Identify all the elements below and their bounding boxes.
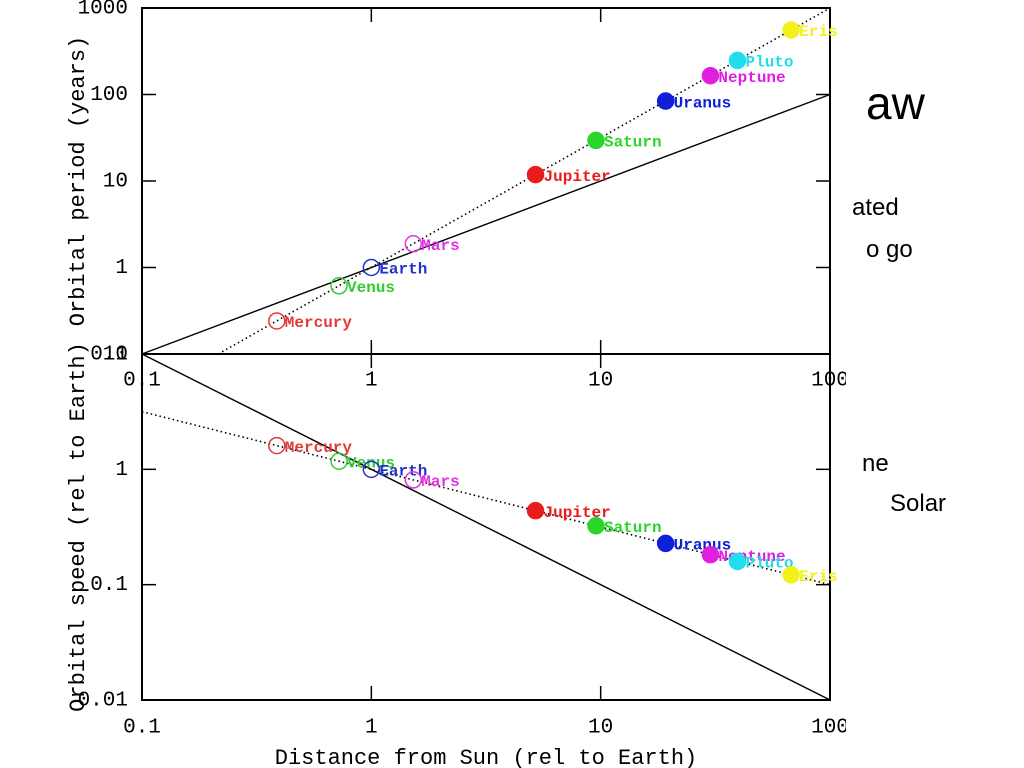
slide-title-fragment: aw xyxy=(866,77,925,129)
planet-point xyxy=(330,452,348,470)
planet-point xyxy=(782,21,800,39)
x-tick-label: 1 xyxy=(365,370,378,393)
planet-label: Venus xyxy=(347,279,395,297)
planet-point xyxy=(362,460,381,479)
planet-label: Eris xyxy=(799,568,837,586)
model-line xyxy=(141,93,831,355)
x-tick-label: 100 xyxy=(811,717,846,740)
model-line xyxy=(141,410,831,586)
planet-point xyxy=(330,277,348,295)
y-tick-label: 10 xyxy=(103,171,128,194)
x-tick-label: 10 xyxy=(588,370,613,393)
planet-point xyxy=(404,471,423,489)
y-axis-label: Orbital speed (rel to Earth) xyxy=(66,342,91,712)
slide-text-fragment: o go xyxy=(866,236,913,263)
y-tick-label: 100 xyxy=(90,84,128,107)
slide-text-fragment: ne xyxy=(862,450,889,477)
x-axis-label: Distance from Sun (rel to Earth) xyxy=(275,746,697,768)
planet-point xyxy=(587,517,605,535)
planet-label: Mercury xyxy=(285,314,353,332)
y-tick-label: 0.1 xyxy=(90,574,128,597)
planet-point xyxy=(656,534,675,553)
planet-label: Pluto xyxy=(745,555,793,573)
x-tick-label: 100 xyxy=(811,370,846,393)
plot-frame xyxy=(141,353,831,701)
planet-point xyxy=(362,258,381,277)
slide-text-fragment: Solar xyxy=(890,490,947,517)
planet-label: Eris xyxy=(799,23,837,41)
model-line xyxy=(217,7,831,355)
planet-point xyxy=(526,501,545,520)
planet-label: Mars xyxy=(421,237,459,255)
y-tick-label: 0.1 xyxy=(90,344,128,367)
planet-point xyxy=(728,552,747,571)
y-tick-label: 1000 xyxy=(78,0,128,21)
y-tick-label: 1 xyxy=(115,257,128,280)
planet-label: Saturn xyxy=(604,134,662,152)
planet-label: Earth xyxy=(379,463,427,481)
planet-point xyxy=(701,66,720,85)
planet-label: Neptune xyxy=(718,69,785,87)
x-tick-label: 1 xyxy=(365,717,378,740)
planet-label: Venus xyxy=(347,454,395,472)
planet-label: Pluto xyxy=(745,54,793,72)
planet-point xyxy=(587,131,605,150)
y-axis-label: Orbital period (years) xyxy=(66,36,91,326)
planet-point xyxy=(526,165,545,184)
planet-point xyxy=(701,545,720,564)
planet-point xyxy=(404,235,423,253)
y-tick-label: 1 xyxy=(115,459,128,482)
planet-point xyxy=(782,566,800,584)
planet-point xyxy=(268,312,286,330)
model-line xyxy=(141,353,831,701)
x-tick-label: 0.1 xyxy=(123,717,161,740)
y-tick-label: 0.01 xyxy=(78,690,128,713)
planet-point xyxy=(656,92,675,110)
planet-label: Mercury xyxy=(285,439,353,457)
planet-label: Saturn xyxy=(604,519,662,537)
planet-point xyxy=(268,436,286,455)
slide-text-fragment: ated xyxy=(852,194,899,221)
planet-label: Earth xyxy=(379,261,427,279)
planet-label: Jupiter xyxy=(544,168,611,186)
planet-point xyxy=(728,51,747,70)
x-tick-label: 10 xyxy=(588,717,613,740)
y-tick-label: 10 xyxy=(103,344,128,367)
planet-label: Mars xyxy=(421,473,459,491)
planet-label: Uranus xyxy=(674,94,732,112)
